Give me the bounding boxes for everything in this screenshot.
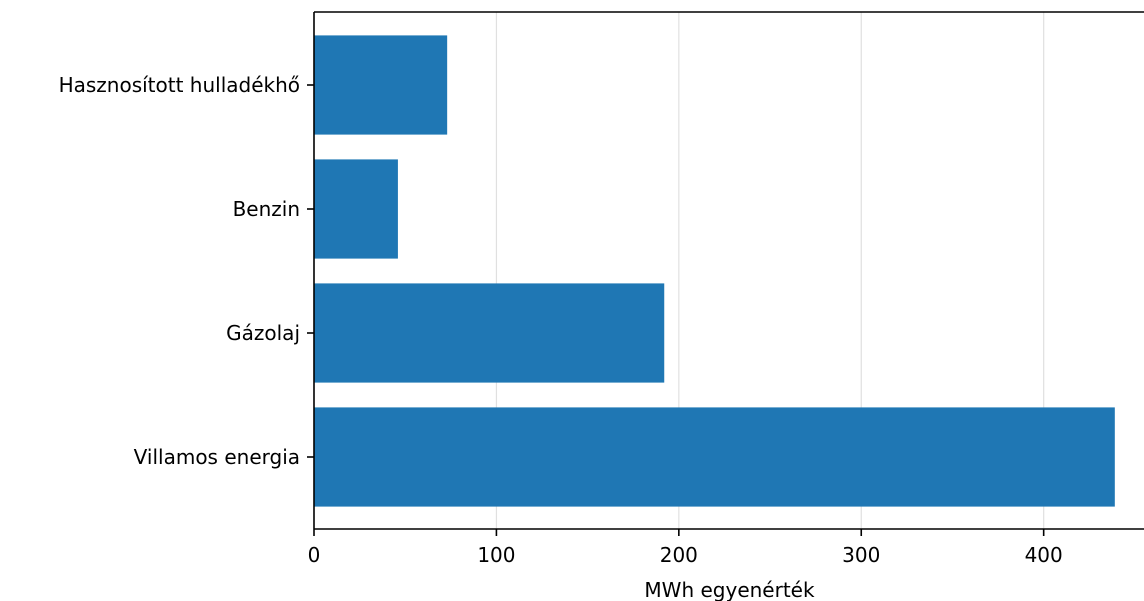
y-ticks: Villamos energia Gázolaj Benzin Hasznosítot…	[59, 73, 314, 469]
y-tick-label: Benzin	[233, 197, 300, 221]
y-tick-label: Hasznosított hulladékhő	[59, 73, 300, 97]
bar	[314, 283, 665, 383]
bar	[314, 35, 448, 135]
x-tick-label: 200	[660, 543, 698, 567]
x-tick-label: 300	[842, 543, 880, 567]
x-tick-label: 0	[308, 543, 321, 567]
y-tick-label: Gázolaj	[226, 321, 300, 345]
x-ticks: 0 100 200 300 400	[308, 529, 1063, 567]
x-axis-title: MWh egyenérték	[644, 578, 815, 601]
x-tick-label: 100	[477, 543, 515, 567]
bar	[314, 407, 1115, 507]
axes-layer	[313, 11, 1144, 530]
bar	[314, 159, 398, 259]
bars-layer	[314, 35, 1115, 507]
y-tick-label: Villamos energia	[134, 445, 300, 469]
x-tick-label: 400	[1025, 543, 1063, 567]
